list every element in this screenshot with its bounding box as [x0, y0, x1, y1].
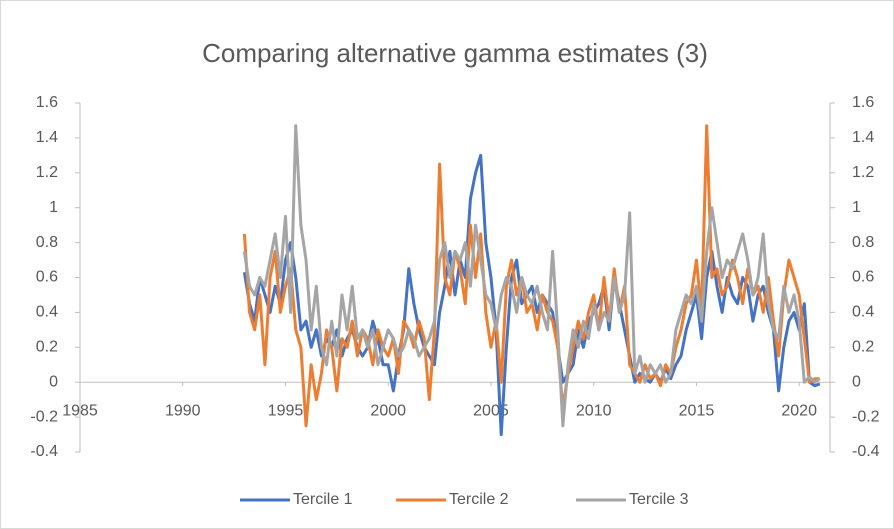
- y-tick-label: 0.2: [36, 339, 58, 356]
- y2-tick-label: 1.2: [852, 164, 874, 181]
- x-tick-label: 2000: [370, 402, 406, 419]
- y-tick-label: 1.4: [36, 129, 58, 146]
- y-tick-label: -0.4: [30, 443, 58, 460]
- x-tick-label: 2015: [679, 402, 715, 419]
- chart-title: Comparing alternative gamma estimates (3…: [202, 38, 708, 68]
- y2-tick-label: 0.2: [852, 339, 874, 356]
- x-tick-label: 2010: [576, 402, 612, 419]
- y2-tick-label: 0: [852, 373, 861, 390]
- y2-tick-label: 0.6: [852, 269, 874, 286]
- x-tick-label: 2020: [781, 402, 817, 419]
- x-tick-label: 1985: [62, 402, 98, 419]
- y-tick-label: 1: [49, 199, 58, 216]
- y2-tick-label: -0.2: [852, 408, 880, 425]
- y-tick-label: -0.2: [30, 408, 58, 425]
- y-tick-label: 0.4: [36, 304, 58, 321]
- legend-label: Tercile 1: [293, 491, 353, 508]
- x-tick-label: 1990: [165, 402, 201, 419]
- legend-label: Tercile 3: [629, 491, 689, 508]
- y-tick-label: 1.6: [36, 94, 58, 111]
- y2-tick-label: -0.4: [852, 443, 880, 460]
- y2-tick-label: 1.6: [852, 94, 874, 111]
- y-tick-label: 0.6: [36, 269, 58, 286]
- y2-tick-label: 1.4: [852, 129, 874, 146]
- legend-label: Tercile 2: [449, 491, 509, 508]
- y2-tick-label: 0.4: [852, 304, 874, 321]
- y2-tick-label: 0.8: [852, 234, 874, 251]
- y-tick-label: 0: [49, 373, 58, 390]
- x-tick-label: 1995: [268, 402, 304, 419]
- y-tick-label: 0.8: [36, 234, 58, 251]
- series-line: [242, 124, 821, 428]
- y2-tick-label: 1: [852, 199, 861, 216]
- y-tick-label: 1.2: [36, 164, 58, 181]
